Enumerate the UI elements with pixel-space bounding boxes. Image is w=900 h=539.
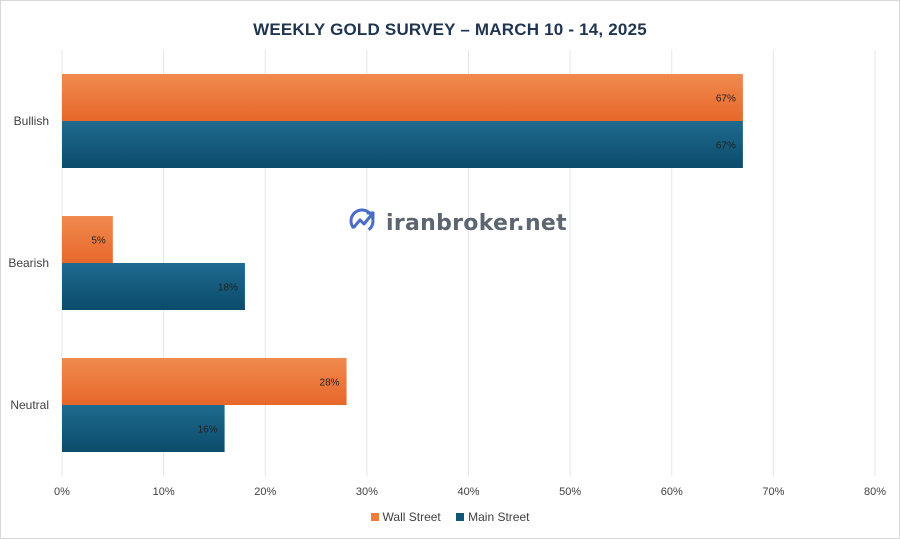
legend-label-main-street: Main Street <box>468 510 530 524</box>
legend-item-wall-street: Wall Street <box>370 510 441 524</box>
data-label: 16% <box>198 425 218 436</box>
bar-wall-street <box>62 74 743 121</box>
x-tick-label: 50% <box>559 486 581 498</box>
watermark-text: iranbroker.net <box>386 211 567 236</box>
legend-swatch-wall-street <box>370 513 379 521</box>
trend-chart-logo-icon <box>348 205 380 242</box>
bar-main-street <box>62 121 743 168</box>
x-tick-label: 60% <box>661 486 683 498</box>
legend-swatch-main-street <box>456 513 465 521</box>
x-tick-label: 40% <box>457 486 479 498</box>
data-label: 28% <box>320 378 340 389</box>
bar-main-street <box>62 263 245 310</box>
category-label: Bullish <box>14 114 49 128</box>
x-tick-label: 30% <box>356 486 378 498</box>
category-label: Bearish <box>8 256 49 270</box>
legend-item-main-street: Main Street <box>456 510 529 524</box>
data-label: 67% <box>716 141 736 152</box>
bar-wall-street <box>62 216 113 263</box>
watermark: iranbroker.net <box>348 205 567 242</box>
category-label: Neutral <box>10 398 49 412</box>
data-label: 18% <box>218 283 238 294</box>
data-label: 5% <box>91 236 106 247</box>
x-tick-label: 20% <box>254 486 276 498</box>
data-label: 67% <box>716 94 736 105</box>
x-tick-label: 70% <box>762 486 784 498</box>
x-tick-label: 80% <box>864 486 886 498</box>
x-tick-label: 10% <box>153 486 175 498</box>
bar-main-street <box>62 405 225 452</box>
bar-wall-street <box>62 358 347 405</box>
legend-label-wall-street: Wall Street <box>382 510 441 524</box>
legend: Wall Street Main Street <box>0 510 900 524</box>
x-tick-label: 0% <box>54 486 70 498</box>
chart-title: WEEKLY GOLD SURVEY – MARCH 10 - 14, 2025 <box>253 20 647 39</box>
